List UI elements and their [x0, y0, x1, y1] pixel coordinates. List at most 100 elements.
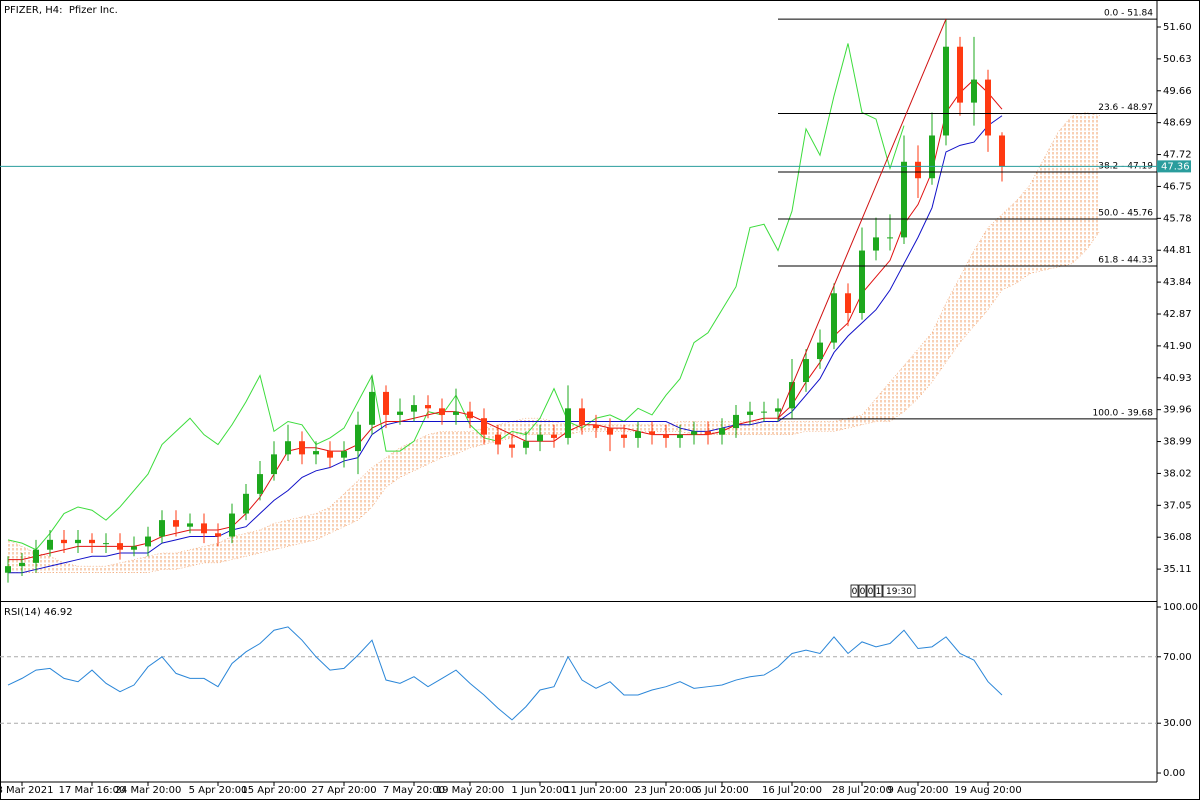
timer-cell [866, 584, 875, 598]
candle-body [747, 411, 753, 415]
fib-label: 50.0 - 45.76 [1098, 208, 1153, 218]
y-tick-label: 41.90 [1163, 341, 1192, 352]
candle-body [593, 424, 599, 429]
last-price-box [1157, 160, 1191, 173]
candle-body [19, 562, 25, 567]
candle-body [537, 434, 543, 442]
candle-body [565, 408, 571, 438]
x-tick-label: 23 Jun 20:00 [634, 785, 698, 796]
candle-body [173, 520, 179, 527]
timer-cell [874, 584, 883, 598]
candle-body [327, 451, 333, 458]
y-tick-label: 49.66 [1163, 86, 1192, 97]
candle-body [859, 250, 865, 314]
candle-body [971, 79, 977, 103]
candle-body [145, 536, 151, 547]
candle-body [215, 533, 221, 537]
x-tick-label: 17 Mar 16:00 [59, 785, 126, 796]
candle-body [901, 161, 907, 238]
fib-label: 23.6 - 48.97 [1098, 103, 1153, 113]
y-tick-label: 70.00 [1163, 652, 1192, 663]
fib-label: 100.0 - 39.68 [1093, 408, 1154, 418]
x-tick-label: 16 Jul 20:00 [762, 785, 822, 796]
x-tick-label: 28 Jul 20:00 [832, 785, 892, 796]
candle-body [117, 543, 123, 550]
candle-body [523, 441, 529, 448]
candle-body [243, 493, 249, 514]
x-tick-label: 6 Jul 20:00 [695, 785, 749, 796]
fib-label: 61.8 - 44.33 [1098, 255, 1153, 265]
y-tick-label: 36.08 [1163, 532, 1192, 543]
candle-body [929, 135, 935, 179]
candle-body [383, 391, 389, 415]
fib-trend [777, 18, 947, 420]
candle-body [887, 237, 893, 239]
y-tick-label: 100.00 [1163, 602, 1198, 613]
candle-body [677, 434, 683, 438]
candle-body [775, 408, 781, 412]
candle-body [579, 408, 585, 425]
candle-body [61, 539, 67, 544]
candle-body [621, 434, 627, 438]
candle-body [985, 79, 991, 136]
candle-body [313, 451, 319, 455]
candle-body [635, 431, 641, 438]
chart-title: PFIZER, H4: Pfizer Inc. [4, 5, 118, 16]
rsi-label: RSI(14) 46.92 [4, 607, 73, 618]
candle-body [481, 418, 487, 435]
rsi-line [7, 626, 1003, 721]
fib-label: 0.0 - 51.84 [1104, 9, 1153, 19]
x-tick-label: 7 May 20:00 [383, 785, 445, 796]
candle-body [649, 431, 655, 435]
x-tick-label: 19 Aug 20:00 [954, 785, 1021, 796]
candle-body [873, 237, 879, 251]
y-tick-label: 38.02 [1163, 468, 1192, 479]
timer-text: 0 [868, 587, 874, 597]
candle-body [103, 543, 109, 545]
candle-body [89, 539, 95, 544]
y-tick-label: 38.99 [1163, 437, 1192, 448]
last-price-label: 47.36 [1161, 161, 1190, 172]
candle-body [425, 405, 431, 409]
y-tick-label: 48.69 [1163, 118, 1192, 129]
candle-body [369, 391, 375, 425]
y-tick-label: 42.87 [1163, 309, 1192, 320]
y-tick-label: 51.60 [1163, 22, 1192, 33]
candle-body [789, 382, 795, 409]
y-tick-label: 45.78 [1163, 213, 1192, 224]
candle-body [943, 46, 949, 136]
candle-body [803, 359, 809, 383]
senkou-a [7, 112, 1101, 567]
timer-cell [882, 584, 916, 598]
candle-body [509, 444, 515, 448]
timer-text: 0 [860, 587, 866, 597]
candle-body [131, 546, 137, 550]
x-tick-label: 27 Apr 20:00 [311, 785, 376, 796]
candle-body [229, 513, 235, 537]
candle-body [495, 434, 501, 445]
y-tick-label: 50.63 [1163, 54, 1192, 65]
candle-body [271, 454, 277, 475]
candle-body [355, 424, 361, 452]
x-tick-label: 15 Apr 20:00 [241, 785, 306, 796]
candle-body [285, 441, 291, 455]
y-tick-label: 46.75 [1163, 181, 1192, 192]
y-tick-label: 37.05 [1163, 500, 1192, 511]
x-tick-label: 11 Jun 20:00 [564, 785, 628, 796]
y-tick-label: 47.72 [1163, 150, 1192, 161]
candle-body [705, 431, 711, 435]
kijun-line [8, 115, 1003, 574]
candle-body [201, 523, 207, 534]
candle-body [845, 293, 851, 314]
candle-body [663, 434, 669, 438]
candle-body [257, 474, 263, 494]
candle-body [397, 411, 403, 415]
candle-body [817, 342, 823, 360]
candle-body [439, 408, 445, 415]
candle-body [467, 411, 473, 419]
x-tick-label: 5 Apr 20:00 [189, 785, 248, 796]
x-tick-label: 19 May 20:00 [436, 785, 505, 796]
x-tick-label: 8 Mar 2021 [0, 785, 54, 796]
